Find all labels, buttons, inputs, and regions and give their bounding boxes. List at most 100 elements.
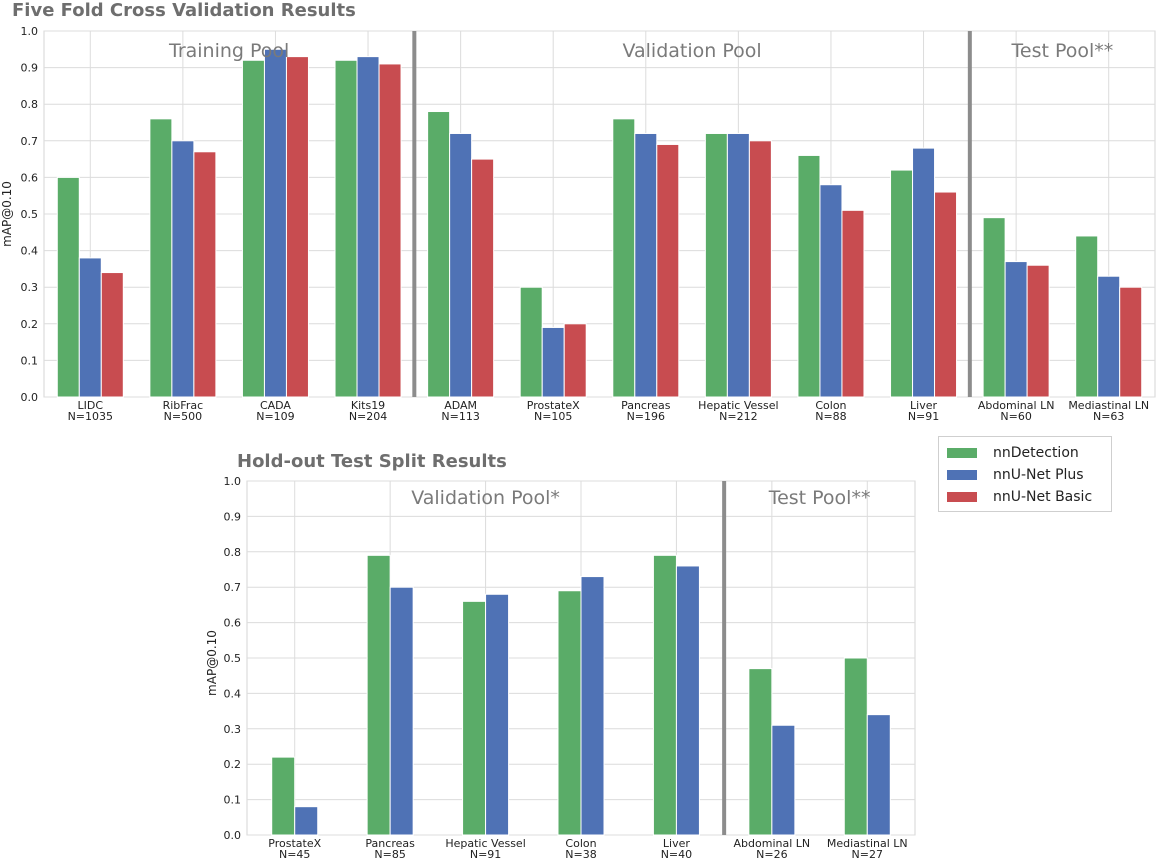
bar-nnu-net-basic-cada — [285, 56, 309, 398]
bar-nnu-net-basic-pancreas — [656, 143, 680, 398]
bar-nnu-net-basic-ribfrac — [193, 151, 217, 398]
bar-nndetection-abdominal-ln — [748, 668, 773, 836]
bar-nnu-net-basic-lidc — [100, 272, 124, 398]
bar-nndetection-liver — [890, 169, 914, 398]
bar-nndetection-cada — [241, 59, 265, 398]
legend-swatch-nndetection — [947, 448, 977, 458]
bar-nnu-net-plus-abdominal-ln — [1004, 261, 1028, 398]
y-tick-label: 0.0 — [21, 391, 39, 404]
bar-nnu-net-plus-kits19 — [356, 56, 380, 398]
y-tick-label: 0.2 — [21, 318, 39, 331]
bar-nndetection-hepatic-vessel — [462, 600, 487, 836]
chart1-title: Five Fold Cross Validation Results — [12, 0, 356, 21]
x-tick-label: Colon — [815, 399, 846, 412]
bar-nnu-net-plus-prostatex — [541, 326, 565, 398]
bar-nndetection-pancreas — [366, 554, 391, 836]
y-axis-label: mAP@0.10 — [205, 630, 219, 696]
bar-nnu-net-basic-liver — [934, 191, 958, 398]
y-tick-label: 1.0 — [224, 475, 242, 488]
x-tick-label: Kits19 — [351, 399, 385, 412]
x-tick-sample-size: N=1035 — [68, 410, 113, 423]
pool-label: Training Pool — [168, 40, 289, 62]
bar-nnu-net-basic-mediastinal-ln — [1119, 286, 1143, 398]
bar-nnu-net-plus-lidc — [78, 257, 102, 398]
bar-nndetection-prostatex — [519, 286, 543, 398]
x-tick-sample-size: N=91 — [908, 410, 939, 423]
legend-label-nnunet-basic: nnU-Net Basic — [993, 489, 1093, 505]
x-tick-label: RibFrac — [163, 399, 204, 412]
y-tick-label: 0.7 — [21, 135, 39, 148]
bar-nnu-net-plus-ribfrac — [171, 140, 195, 398]
legend-swatch-nnunet-plus — [947, 470, 977, 480]
bar-nnu-net-basic-colon — [841, 209, 865, 398]
x-tick-label: LIDC — [78, 399, 104, 412]
bar-nnu-net-plus-hepatic-vessel — [726, 132, 750, 398]
y-tick-label: 0.3 — [21, 281, 39, 294]
legend-label-nndetection: nnDetection — [993, 445, 1079, 461]
x-tick-label: Abdominal LN — [734, 837, 811, 850]
y-tick-label: 1.0 — [21, 25, 39, 38]
bar-nnu-net-plus-mediastinal-ln — [866, 714, 891, 836]
y-tick-label: 0.7 — [224, 581, 242, 594]
x-tick-label: Pancreas — [621, 399, 671, 412]
legend-item-nndetection: nnDetection — [947, 442, 1103, 464]
y-axis-label: mAP@0.10 — [0, 181, 14, 247]
x-tick-sample-size: N=500 — [164, 410, 202, 423]
x-tick-label: Mediastinal LN — [827, 837, 908, 850]
pool-label: Test Pool** — [1011, 40, 1114, 62]
x-tick-sample-size: N=109 — [256, 410, 294, 423]
y-tick-label: 0.4 — [21, 245, 39, 258]
x-tick-sample-size: N=212 — [719, 410, 757, 423]
bar-nndetection-adam — [427, 111, 451, 398]
bar-nnu-net-plus-hepatic-vessel — [485, 593, 510, 836]
bar-nnu-net-basic-prostatex — [563, 323, 587, 398]
bar-nnu-net-plus-liver — [912, 147, 936, 398]
y-tick-label: 0.0 — [224, 829, 242, 842]
x-tick-sample-size: N=105 — [534, 410, 572, 423]
x-tick-sample-size: N=91 — [470, 848, 501, 860]
bar-nndetection-hepatic-vessel — [704, 132, 728, 398]
y-tick-label: 0.1 — [224, 794, 242, 807]
legend-item-nnunet-basic: nnU-Net Basic — [947, 486, 1103, 508]
x-tick-label: ADAM — [444, 399, 477, 412]
x-tick-label: ProstateX — [268, 837, 321, 850]
y-tick-label: 0.1 — [21, 354, 39, 367]
bar-nnu-net-plus-pancreas — [634, 132, 658, 398]
chart2-title: Hold-out Test Split Results — [237, 451, 507, 472]
bar-nnu-net-plus-colon — [819, 184, 843, 398]
bar-nnu-net-basic-hepatic-vessel — [748, 140, 772, 398]
x-tick-label: Liver — [910, 399, 937, 412]
bar-nndetection-prostatex — [271, 756, 296, 836]
pool-label: Test Pool** — [768, 487, 871, 509]
y-tick-label: 0.3 — [224, 723, 242, 736]
y-tick-label: 0.8 — [21, 98, 39, 111]
bar-nndetection-colon — [557, 590, 582, 836]
y-tick-label: 0.9 — [21, 62, 39, 75]
chart1: 0.0 0.1 0.2 0.3 0.4 0.5 0.6 0.7 0.8 0.9 1.0 Trainin… — [0, 25, 1156, 423]
pool-label: Validation Pool* — [411, 487, 560, 509]
x-tick-label: Colon — [565, 837, 596, 850]
y-tick-label: 0.6 — [21, 171, 39, 184]
legend-swatch-nnunet-basic — [947, 492, 977, 502]
x-tick-sample-size: N=113 — [441, 410, 479, 423]
x-tick-sample-size: N=38 — [565, 848, 596, 860]
y-tick-label: 0.5 — [21, 208, 39, 221]
x-tick-label: ProstateX — [527, 399, 580, 412]
y-tick-label: 0.2 — [224, 758, 242, 771]
x-tick-label: Pancreas — [365, 837, 415, 850]
x-tick-label: Abdominal LN — [978, 399, 1055, 412]
x-tick-sample-size: N=26 — [756, 848, 787, 860]
bar-nnu-net-plus-colon — [580, 576, 605, 836]
x-tick-sample-size: N=45 — [279, 848, 310, 860]
x-tick-label: Liver — [663, 837, 690, 850]
bar-nnu-net-basic-abdominal-ln — [1026, 264, 1050, 398]
bar-nndetection-lidc — [56, 176, 80, 398]
y-tick-label: 0.8 — [224, 546, 242, 559]
x-tick-sample-size: N=204 — [349, 410, 387, 423]
chart2: 0.0 0.1 0.2 0.3 0.4 0.5 0.6 0.7 0.8 0.9 1.0 Validat… — [205, 475, 916, 860]
x-tick-sample-size: N=63 — [1093, 410, 1124, 423]
x-tick-label: CADA — [260, 399, 291, 412]
bar-nnu-net-basic-kits19 — [378, 63, 402, 398]
x-tick-label: Hepatic Vessel — [445, 837, 525, 850]
x-tick-sample-size: N=196 — [627, 410, 665, 423]
